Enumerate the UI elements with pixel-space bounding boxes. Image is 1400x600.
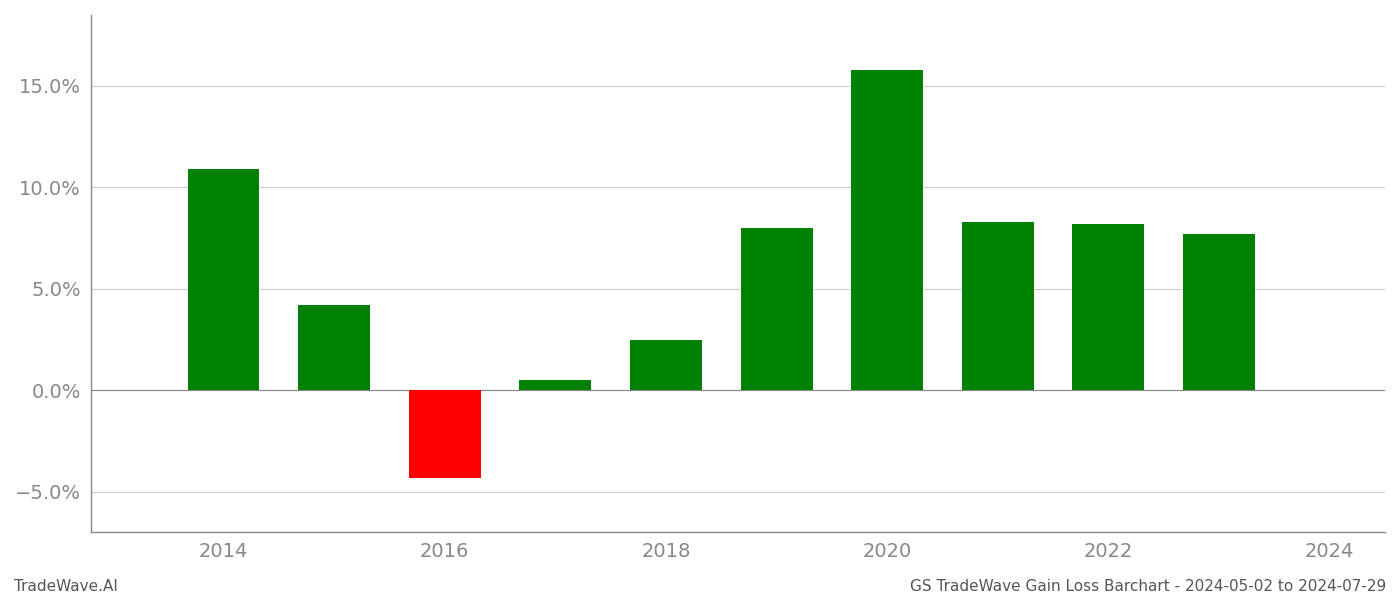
Bar	[298, 305, 370, 390]
Bar	[1183, 234, 1254, 390]
Text: GS TradeWave Gain Loss Barchart - 2024-05-02 to 2024-07-29: GS TradeWave Gain Loss Barchart - 2024-0…	[910, 579, 1386, 594]
Bar	[962, 222, 1033, 390]
Bar	[409, 390, 480, 478]
Bar	[851, 70, 923, 390]
Text: TradeWave.AI: TradeWave.AI	[14, 579, 118, 594]
Bar	[519, 380, 591, 390]
Bar	[188, 169, 259, 390]
Bar	[1072, 224, 1144, 390]
Bar	[630, 340, 701, 390]
Bar	[741, 228, 812, 390]
